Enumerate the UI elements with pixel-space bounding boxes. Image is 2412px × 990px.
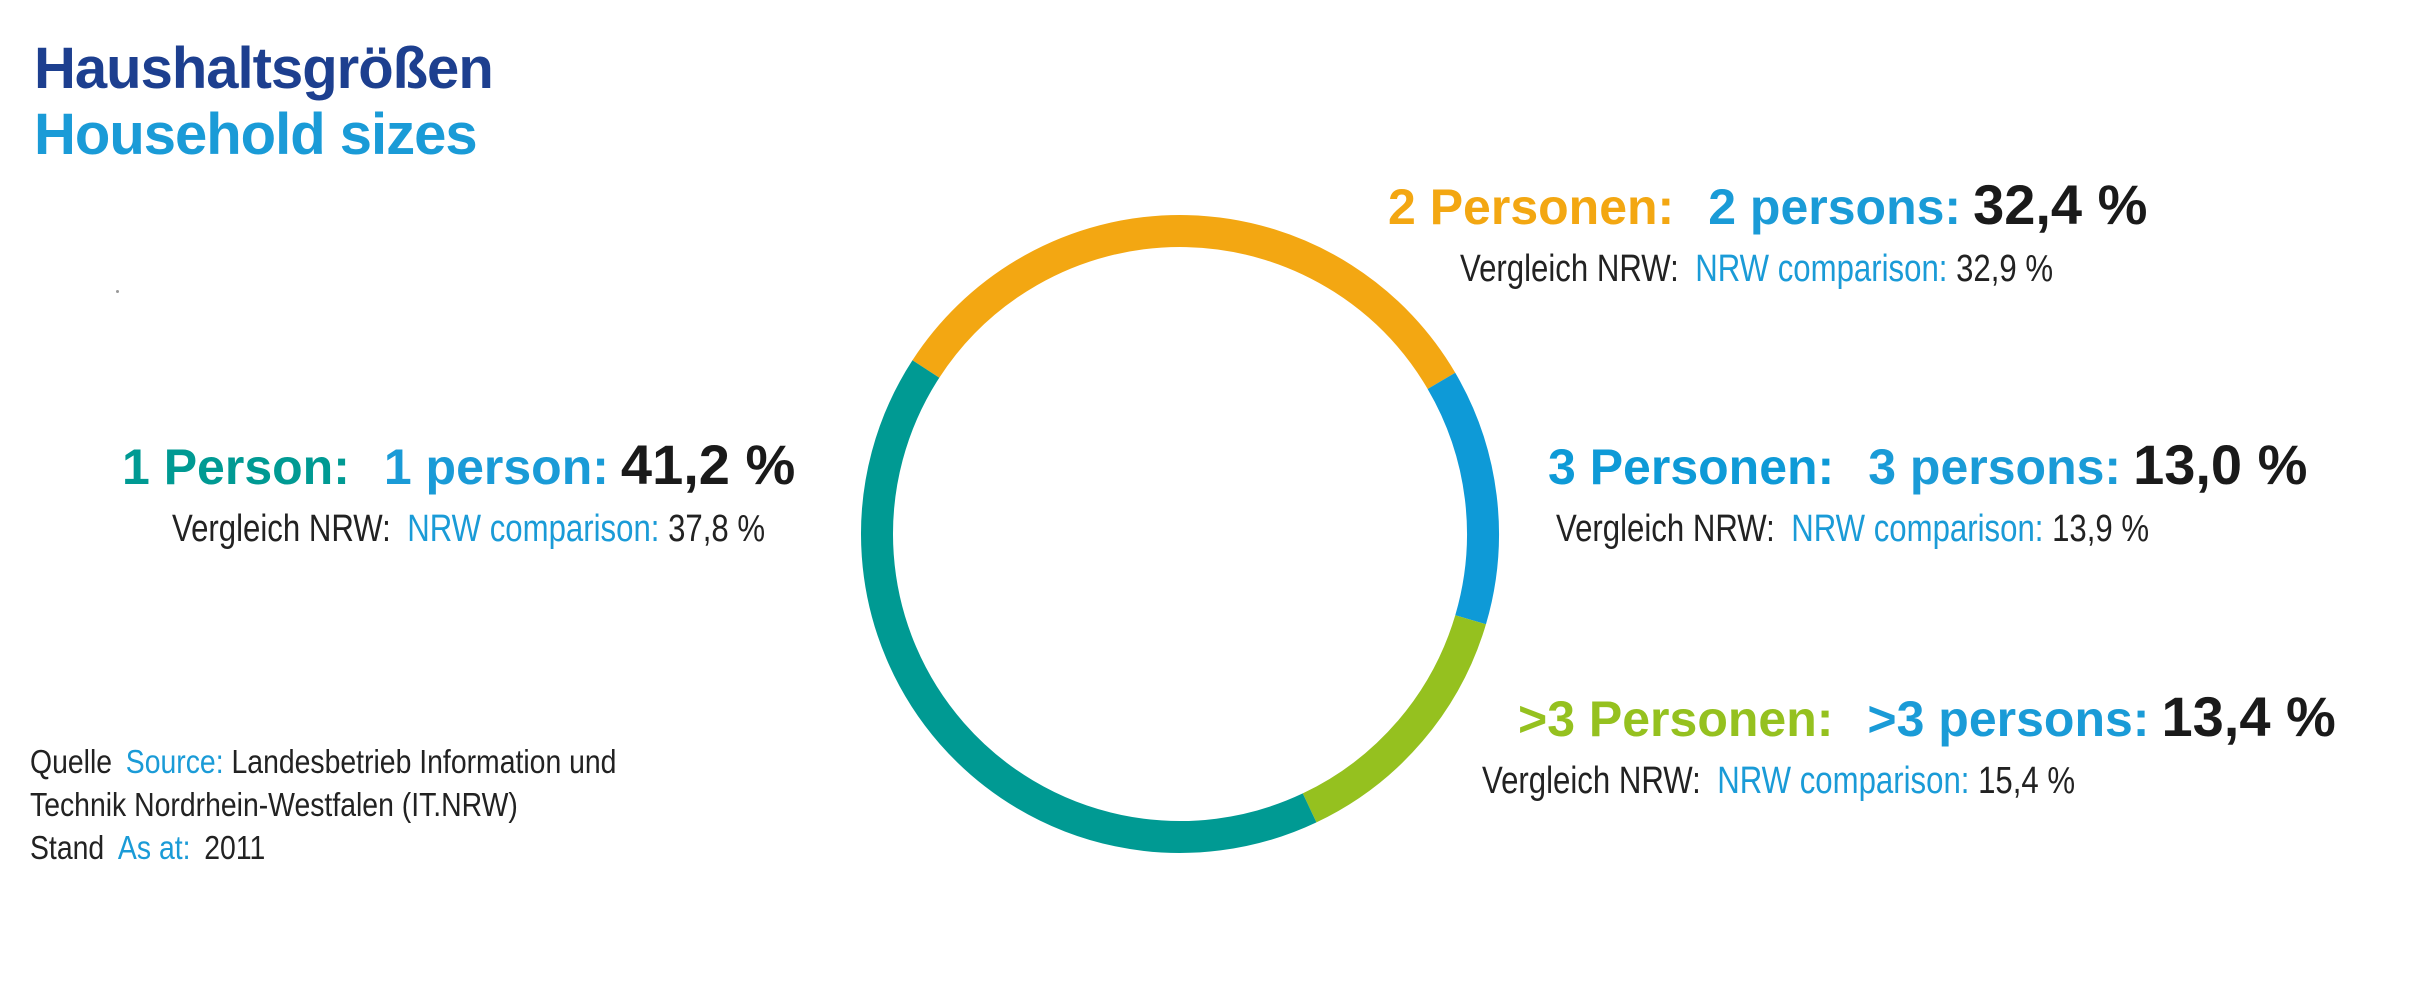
comparison-label-de: Vergleich NRW: (1460, 248, 1679, 290)
slice-value: 32,4 % (1973, 173, 2148, 236)
slice-label-p1: 1 Person: 1 person: 41,2 % Vergleich NRW: N… (122, 434, 895, 554)
comparison-label-en: NRW comparison: (1791, 508, 2044, 550)
donut-slice-p2 (912, 215, 1456, 389)
slice-label-de: 2 Personen: (1388, 179, 1675, 235)
slice-value: 41,2 % (620, 433, 796, 496)
slice-label-p2: 2 Personen: 2 persons: 32,4 % Vergleich NR… (1388, 174, 2183, 294)
stand-label-en: As at: (117, 829, 191, 866)
stray-dot (116, 290, 119, 293)
comparison-value: 13,9 % (2052, 508, 2150, 550)
donut-slice-p1 (861, 360, 1317, 853)
comparison-label-de: Vergleich NRW: (1556, 508, 1775, 550)
slice-label-en: 1 person: (383, 439, 609, 495)
slice-label-de: 3 Personen: (1548, 439, 1835, 495)
slice-label-p3: 3 Personen: 3 persons: 13,0 % Vergleich NR… (1548, 434, 2307, 554)
page-title-de: Haushaltsgrößen (34, 36, 494, 101)
slice-label-en: 2 persons: (1708, 179, 1962, 235)
slice-label-en: >3 persons: (1867, 691, 2150, 747)
donut-slice-p3 (1427, 372, 1499, 625)
slice-label-de: 1 Person: (122, 439, 350, 495)
source-note: Quelle Source: Landesbetrieb Information … (30, 740, 616, 869)
comparison-value: 15,4 % (1978, 760, 2076, 802)
comparison-value: 32,9 % (1956, 248, 2054, 290)
source-text-line1: Landesbetrieb Information und (231, 743, 617, 780)
slice-label-p3plus: >3 Personen: >3 persons: 13,4 % Vergleich … (1482, 685, 2336, 806)
comparison-label-en: NRW comparison: (1717, 760, 1970, 802)
source-label-en: Source: (125, 743, 224, 780)
comparison-label-en: NRW comparison: (407, 508, 660, 550)
comparison-label-de: Vergleich NRW: (1482, 760, 1701, 802)
slice-value: 13,0 % (2133, 433, 2308, 496)
slice-value: 13,4 % (2161, 685, 2336, 748)
comparison-label-en: NRW comparison: (1695, 248, 1948, 290)
source-label-de: Quelle (30, 743, 113, 780)
comparison-label-de: Vergleich NRW: (172, 508, 391, 550)
comparison-value: 37,8 % (668, 508, 766, 550)
page-title-en: Household sizes (34, 102, 478, 167)
slice-label-en: 3 persons: (1868, 439, 2122, 495)
stand-year: 2011 (204, 829, 266, 866)
source-text-line2: Technik Nordrhein-Westfalen (IT.NRW) (30, 786, 518, 823)
donut-slice-p3plus (1302, 615, 1486, 823)
stand-label-de: Stand (30, 829, 105, 866)
slice-label-de: >3 Personen: (1518, 691, 1834, 747)
